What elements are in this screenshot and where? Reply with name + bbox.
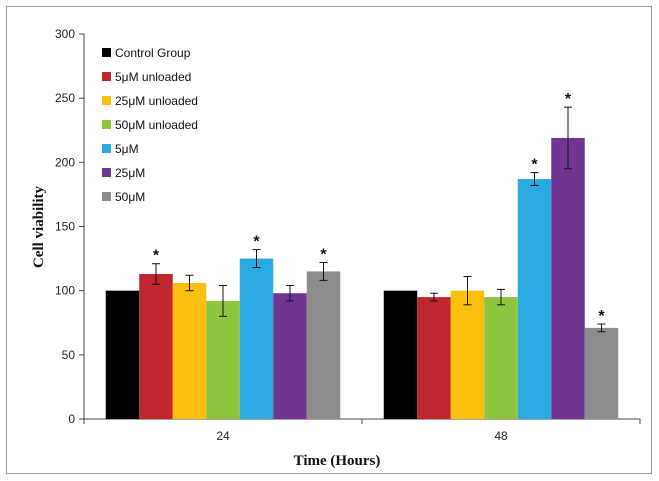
- legend-swatch: [102, 168, 111, 177]
- legend-label: 5μM: [115, 142, 139, 156]
- significance-star: *: [253, 234, 260, 251]
- y-tick-label: 50: [62, 348, 76, 362]
- legend-label: 25μM unloaded: [115, 94, 198, 108]
- x-axis-title: Time (Hours): [294, 453, 381, 469]
- legend-label: 25μM: [115, 166, 145, 180]
- y-axis-title: Cell viability: [31, 185, 47, 268]
- y-tick-label: 100: [55, 284, 75, 298]
- bar: [139, 273, 173, 419]
- bar: [450, 290, 485, 419]
- legend-swatch: [102, 144, 111, 153]
- chart-frame: 0 50 100 150 200 250 300 24 48 * * * * * * Control Gr…: [6, 6, 652, 474]
- bar-chart: 0 50 100 150 200 250 300 24 48 * * * * * * Control Gr…: [31, 27, 641, 469]
- x-tick-label: 48: [494, 429, 508, 443]
- legend-label: Control Group: [115, 46, 191, 60]
- bar: [517, 179, 552, 419]
- legend: Control Group 5μM unloaded 25μM unloaded 50…: [102, 46, 198, 204]
- bar: [239, 258, 274, 419]
- bar: [584, 327, 619, 419]
- significance-star: *: [565, 91, 572, 108]
- significance-star: *: [153, 248, 160, 265]
- x-tick-label: 24: [216, 429, 230, 443]
- legend-swatch: [102, 72, 111, 81]
- bars: * * * * * *: [105, 91, 619, 419]
- bar: [105, 290, 140, 419]
- bar: [417, 297, 451, 419]
- y-tick-label: 200: [55, 155, 75, 169]
- significance-star: *: [320, 246, 327, 263]
- significance-star: *: [598, 308, 605, 325]
- legend-swatch: [102, 96, 111, 105]
- y-tick-label: 0: [68, 412, 75, 426]
- legend-swatch: [102, 48, 111, 57]
- bar: [306, 271, 341, 419]
- legend-label: 50μM unloaded: [115, 118, 198, 132]
- bar: [273, 293, 307, 419]
- legend-swatch: [102, 120, 111, 129]
- legend-label: 5μM unloaded: [115, 70, 191, 84]
- y-tick-label: 150: [55, 220, 75, 234]
- y-tick-label: 300: [55, 27, 75, 41]
- significance-star: *: [531, 157, 538, 174]
- bar: [484, 297, 518, 419]
- bar: [172, 282, 207, 419]
- bar: [206, 300, 240, 419]
- bar: [551, 137, 585, 419]
- legend-swatch: [102, 192, 111, 201]
- bar: [383, 290, 418, 419]
- y-tick-label: 250: [55, 91, 75, 105]
- legend-label: 50μM: [115, 190, 145, 204]
